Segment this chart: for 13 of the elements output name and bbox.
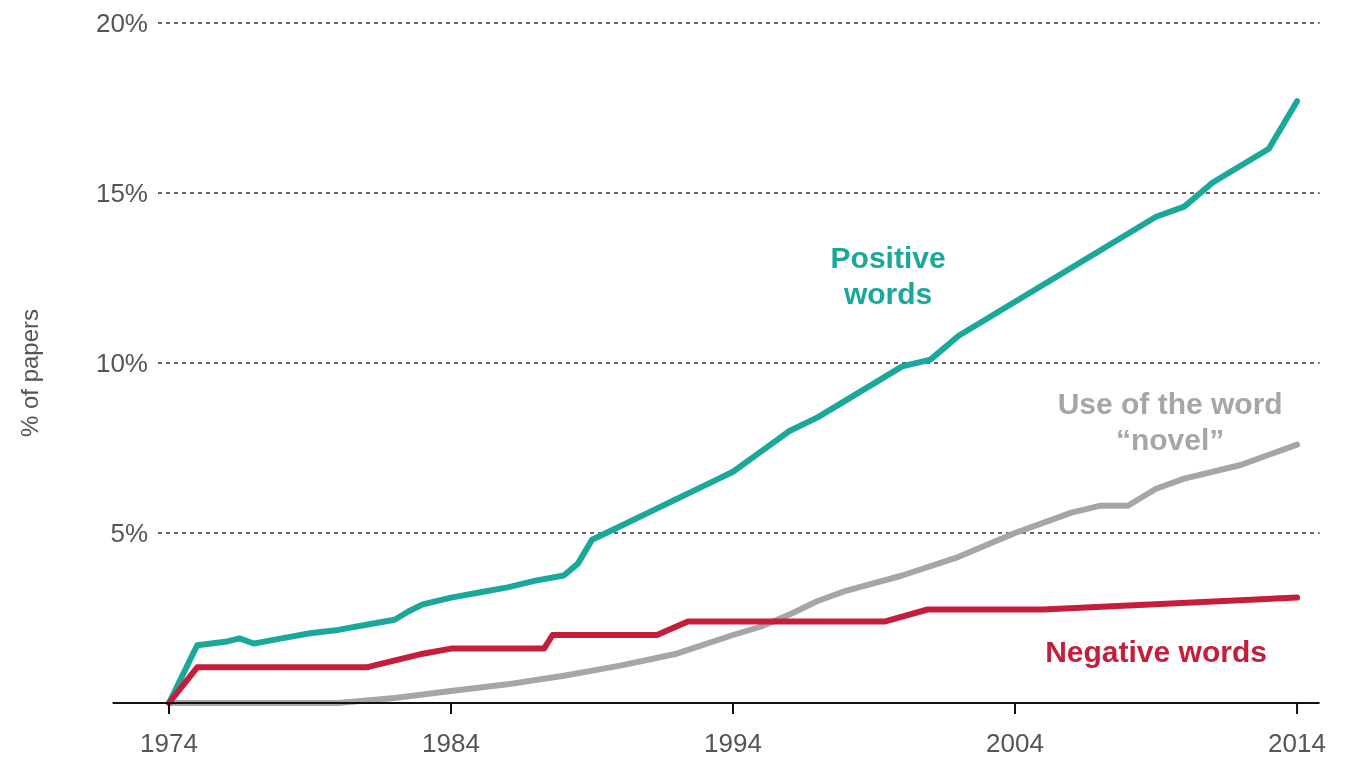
- y-axis-title: % of papers: [16, 308, 43, 438]
- x-tick-label: 2014: [1268, 728, 1326, 758]
- y-tick-label: 20%: [95, 8, 148, 39]
- x-tick-label: 1984: [422, 728, 480, 758]
- series-label: Negative words: [1045, 635, 1267, 669]
- y-tick-label: 15%: [95, 178, 148, 209]
- x-tick-label: 1994: [704, 728, 762, 758]
- series-label: Use of the word “novel”: [1057, 387, 1283, 456]
- y-tick-label: 10%: [95, 348, 148, 379]
- series-label: Positive words: [830, 240, 946, 310]
- x-tick-label: 2004: [986, 728, 1044, 758]
- y-tick-label: 5%: [110, 518, 148, 549]
- x-tick-label: 1974: [140, 728, 198, 758]
